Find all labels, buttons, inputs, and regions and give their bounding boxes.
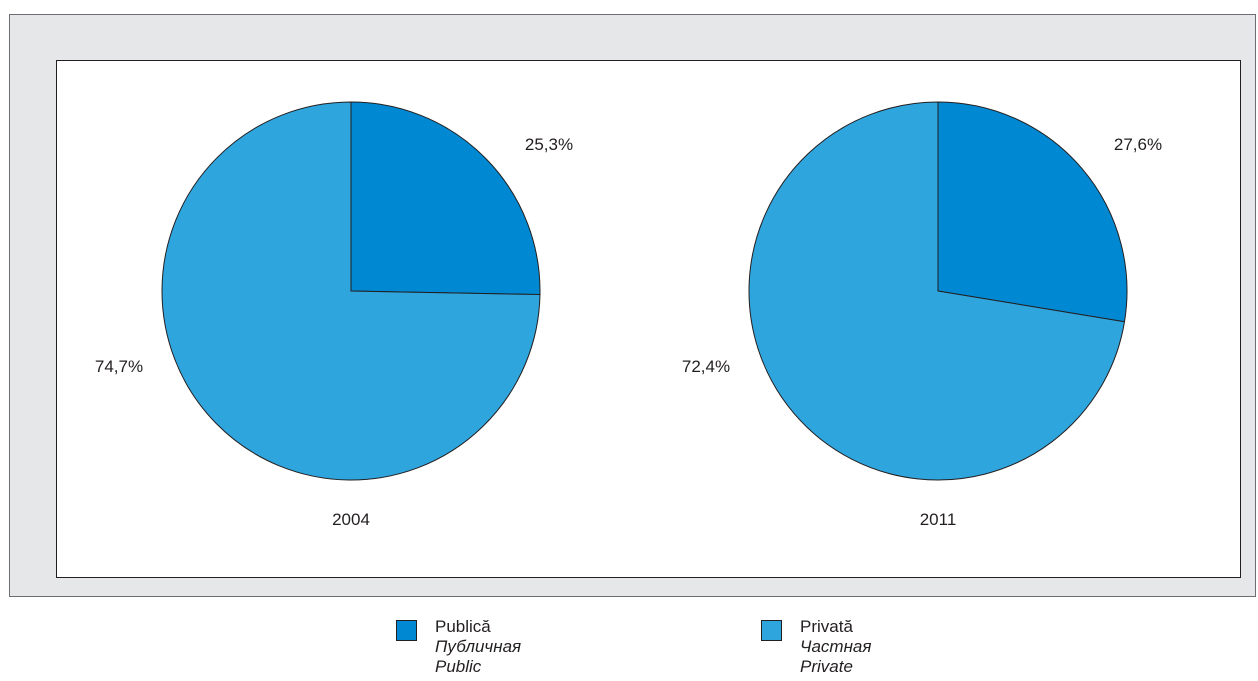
data-label-private-2011: 72,4%	[682, 357, 730, 376]
legend-label-ro: Privată	[800, 617, 853, 636]
legend-swatch-private	[761, 620, 782, 641]
legend-label-en: Private	[800, 657, 853, 676]
legend-label-ru: Публичная	[435, 637, 522, 656]
data-label-public-2004: 25,3%	[525, 135, 573, 154]
pie-title-2004: 2004	[332, 510, 370, 529]
pie-slice-private-2011	[748, 101, 1126, 481]
pie-title-2011: 2011	[920, 510, 957, 529]
pie-slice-public-2004	[350, 101, 541, 296]
legend-item-private: Privată Частная Private	[761, 617, 871, 677]
legend-label-ro: Publică	[435, 617, 491, 636]
legend-label-ru: Частная	[800, 637, 872, 656]
data-label-public-2011: 27,6%	[1114, 135, 1162, 154]
data-label-private-2004: 74,7%	[95, 357, 143, 376]
legend-swatch-public	[396, 620, 417, 641]
pie-slice-private-2004	[161, 101, 541, 481]
pie-slice-public-2011	[937, 101, 1128, 323]
legend-label-en: Public	[435, 657, 482, 676]
legend-item-public: Publică Публичная Public	[396, 617, 521, 677]
